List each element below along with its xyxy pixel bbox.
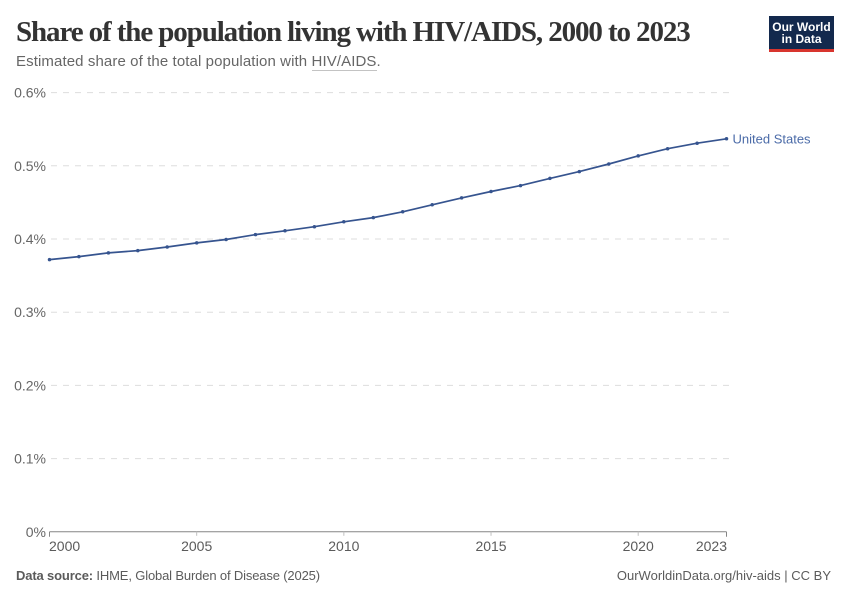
svg-text:2023: 2023: [696, 538, 727, 554]
svg-text:0.4%: 0.4%: [14, 231, 46, 247]
svg-text:0.3%: 0.3%: [14, 304, 46, 320]
svg-text:0.5%: 0.5%: [14, 158, 46, 174]
svg-text:United States: United States: [733, 131, 812, 146]
svg-text:2005: 2005: [181, 538, 212, 554]
svg-text:0%: 0%: [26, 524, 46, 540]
svg-text:2010: 2010: [328, 538, 359, 554]
svg-text:0.2%: 0.2%: [14, 377, 46, 393]
svg-text:2020: 2020: [623, 538, 654, 554]
svg-text:2015: 2015: [475, 538, 506, 554]
svg-text:0.1%: 0.1%: [14, 451, 46, 467]
svg-text:0.6%: 0.6%: [14, 85, 46, 101]
svg-text:2000: 2000: [49, 538, 80, 554]
